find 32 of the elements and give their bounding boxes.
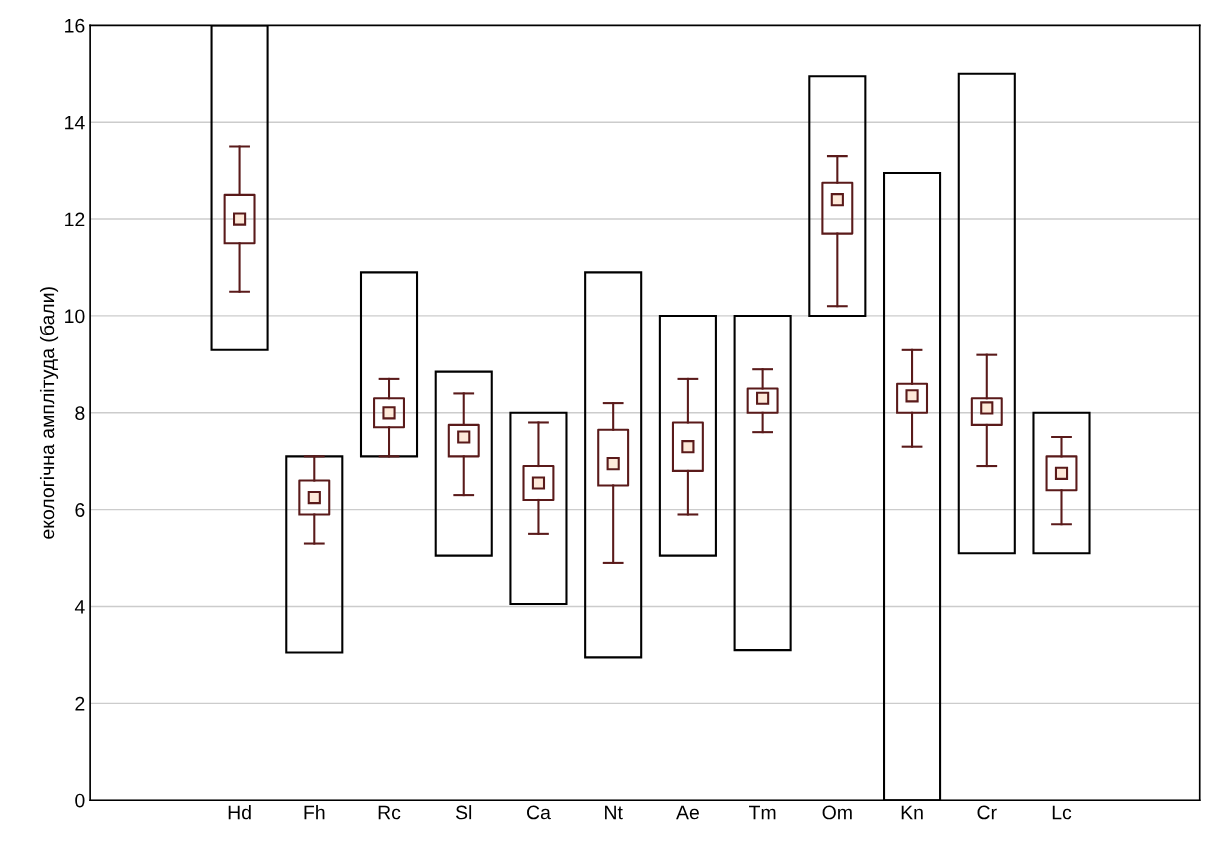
x-tick-label: Om <box>822 805 852 820</box>
x-tick-label: Hd <box>228 805 251 820</box>
y-tick-label: 2 <box>75 696 85 711</box>
bar <box>509 411 568 606</box>
y-tick-label: 4 <box>74 600 85 614</box>
bar <box>285 455 344 654</box>
bar <box>658 314 717 557</box>
x-tick-label: Tm <box>749 805 776 820</box>
bar <box>808 75 867 317</box>
y-tick-label: 8 <box>75 406 85 421</box>
y-tick-label: 12 <box>65 212 85 227</box>
x-tick-label: Fh <box>304 805 325 820</box>
bar <box>359 271 419 458</box>
x-tick-label: Kn <box>901 805 923 820</box>
bar <box>1032 411 1091 555</box>
y-tick-label: 16 <box>65 18 85 33</box>
y-tick-label: 0 <box>75 793 85 808</box>
x-tick-label: Rc <box>378 805 401 820</box>
bar <box>733 314 792 652</box>
x-tick-label: Cr <box>977 805 997 820</box>
x-tick-label: Sl <box>455 805 472 820</box>
bar <box>434 370 493 557</box>
y-tick-label: 6 <box>75 503 85 517</box>
x-tick-label: Lc <box>1052 805 1072 820</box>
y-tick-label: 14 <box>65 115 85 130</box>
x-tick-label: Ae <box>676 805 699 820</box>
y-tick-label: 10 <box>65 309 85 324</box>
bar <box>584 271 643 659</box>
y-axis-title: екологічна амплітуда (бали) <box>39 287 59 539</box>
bar <box>957 72 1016 555</box>
x-tick-label: Nt <box>605 805 623 820</box>
x-tick-label: Ca <box>527 805 551 820</box>
